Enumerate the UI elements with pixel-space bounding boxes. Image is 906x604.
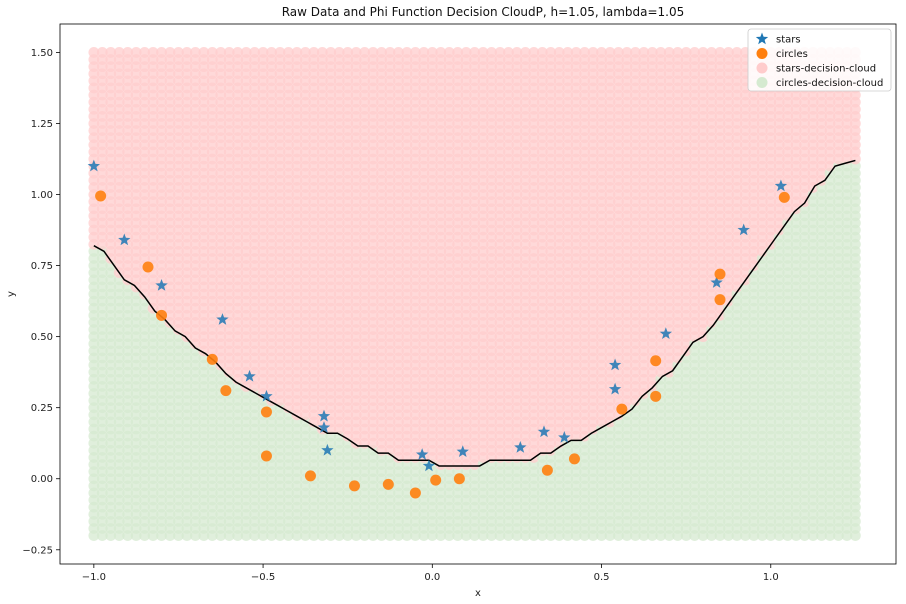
stars-cloud-point xyxy=(232,47,244,58)
stars-cloud-point xyxy=(215,47,227,58)
stars-cloud-point xyxy=(105,47,117,58)
stars-cloud-point xyxy=(257,47,269,58)
stars-cloud-point xyxy=(122,47,134,58)
stars-cloud-point xyxy=(181,47,193,58)
stars-cloud-point xyxy=(249,47,261,58)
stars-cloud-point xyxy=(189,47,201,58)
stars-cloud-point xyxy=(88,47,100,58)
stars-cloud-point xyxy=(164,47,176,58)
decision-cloud xyxy=(88,47,861,541)
stars-cloud-point xyxy=(206,47,218,58)
stars-cloud-point xyxy=(113,47,125,58)
stars-cloud-point xyxy=(223,47,235,58)
stars-cloud-point xyxy=(96,47,108,58)
stars-cloud-point xyxy=(198,47,210,58)
stars-cloud-point xyxy=(240,47,252,58)
stars-cloud-point xyxy=(139,47,151,58)
chart-title: Raw Data and Phi Function Decision Cloud… xyxy=(282,5,685,19)
stars-cloud-point xyxy=(173,47,184,58)
stars-cloud-point xyxy=(130,47,142,58)
stars-cloud-point xyxy=(147,47,159,58)
stars-cloud-point xyxy=(156,47,167,58)
